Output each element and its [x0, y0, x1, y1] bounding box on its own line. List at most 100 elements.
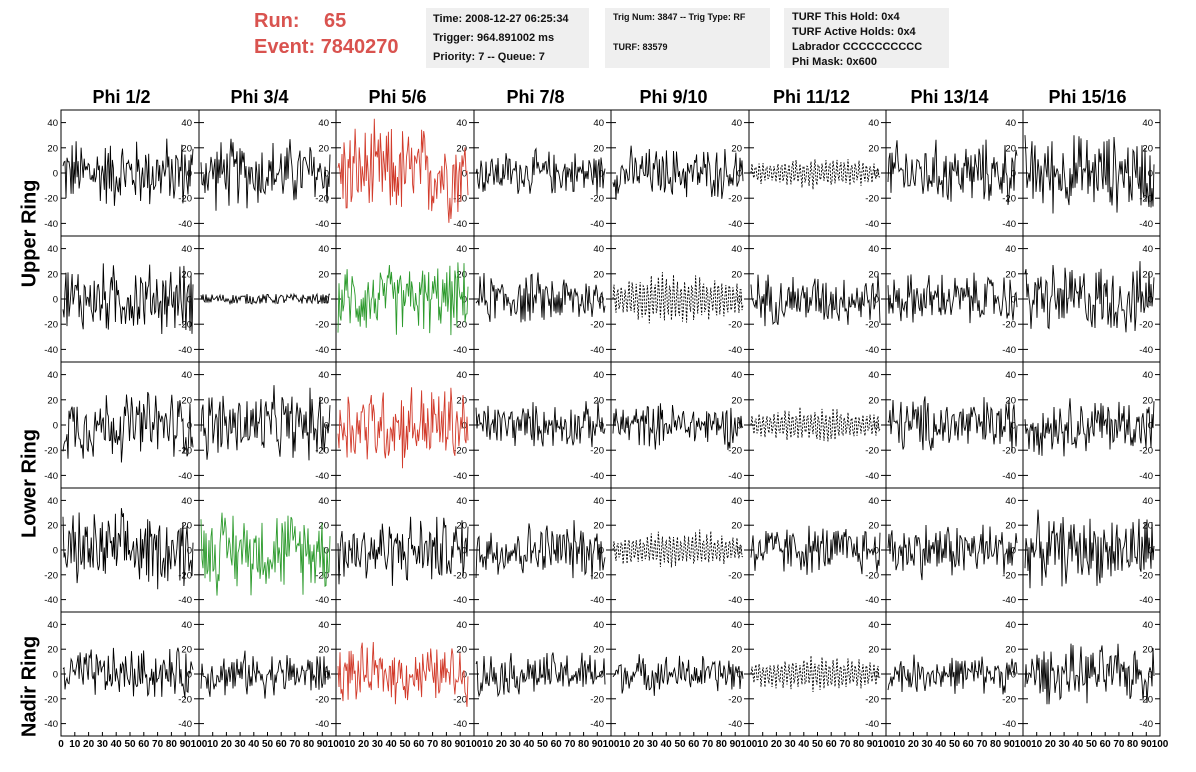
y-tick-label: 40	[593, 118, 604, 129]
waveform-trace	[612, 654, 744, 696]
waveform-trace	[1024, 509, 1155, 589]
waveform-trace	[887, 396, 1018, 453]
phi-mask-text: Phi Mask: 0x600	[792, 56, 877, 68]
y-tick-label: 40	[593, 620, 604, 631]
trigger-text: Trigger: 964.891002 ms	[433, 32, 555, 44]
x-tick-label: 30	[510, 739, 522, 750]
y-tick-label: -40	[178, 219, 192, 230]
x-tick-label: 20	[1045, 739, 1057, 750]
y-tick-label: 40	[318, 244, 329, 255]
y-tick-label: -20	[1002, 570, 1016, 581]
y-tick-label: -20	[1002, 320, 1016, 331]
y-tick-label: 40	[1005, 496, 1016, 507]
y-tick-label: 20	[1142, 645, 1153, 656]
phi-header-2: Phi 3/4	[230, 87, 289, 107]
y-tick-label: 20	[1005, 521, 1016, 532]
y-tick-label: 40	[181, 244, 192, 255]
y-tick-label: 20	[593, 395, 604, 406]
x-tick-label: 60	[826, 739, 838, 750]
y-tick-label: -20	[1002, 694, 1016, 705]
y-tick-label: -40	[590, 471, 604, 482]
y-tick-label: 20	[1005, 645, 1016, 656]
y-tick-label: 20	[1005, 269, 1016, 280]
y-tick-label: 20	[318, 521, 329, 532]
x-tick-label: 100	[1015, 739, 1032, 750]
waveform-trace	[62, 508, 194, 590]
panel-frame	[60, 487, 200, 613]
x-tick-label: 80	[990, 739, 1002, 750]
x-tick-label: 60	[963, 739, 975, 750]
x-tick-label: 70	[976, 739, 988, 750]
waveform-trace	[612, 403, 744, 450]
y-tick-label: -40	[728, 345, 742, 356]
panel-frame	[473, 109, 612, 237]
y-tick-label: -20	[44, 570, 58, 581]
y-tick-label: 0	[1148, 421, 1153, 432]
x-tick-label: 80	[166, 739, 178, 750]
waveform-trace	[750, 655, 881, 693]
y-tick-label: -20	[865, 446, 879, 457]
waveform-trace	[475, 272, 606, 323]
x-tick-label: 20	[633, 739, 645, 750]
y-tick-label: -40	[728, 719, 742, 730]
x-tick-label: 60	[276, 739, 288, 750]
y-tick-label: -20	[315, 320, 329, 331]
x-tick-label: 30	[372, 739, 384, 750]
y-tick-label: 0	[1011, 421, 1016, 432]
y-tick-label: 40	[318, 620, 329, 631]
labrador-text: Labrador CCCCCCCCCC	[792, 41, 923, 53]
turf-text: TURF: 83579	[613, 42, 668, 52]
y-tick-label: -20	[44, 694, 58, 705]
y-tick-label: -40	[865, 219, 879, 230]
x-tick-label: 70	[152, 739, 164, 750]
waveform-trace	[887, 272, 1018, 324]
y-tick-label: 40	[1005, 244, 1016, 255]
y-tick-label: 40	[731, 620, 742, 631]
waveform-trace	[200, 512, 331, 596]
y-tick-label: 40	[1005, 370, 1016, 381]
y-tick-label: 20	[731, 521, 742, 532]
y-tick-label: 40	[47, 118, 58, 129]
y-tick-label: 40	[593, 370, 604, 381]
x-tick-label: 30	[97, 739, 109, 750]
y-tick-label: 40	[1142, 244, 1153, 255]
waveform-trace	[1024, 398, 1155, 457]
x-tick-label: 40	[111, 739, 123, 750]
y-tick-label: 40	[47, 370, 58, 381]
y-tick-label: 0	[737, 421, 742, 432]
turf-hold-text: TURF This Hold: 0x4	[792, 11, 900, 23]
x-tick-label: 50	[1086, 739, 1098, 750]
y-tick-label: 20	[318, 143, 329, 154]
run-label: Run:	[254, 10, 300, 32]
y-tick-label: -40	[315, 345, 329, 356]
y-tick-label: 40	[181, 620, 192, 631]
y-tick-label: 0	[1148, 670, 1153, 681]
y-tick-label: -20	[44, 446, 58, 457]
y-tick-label: 0	[324, 169, 329, 180]
x-tick-label: 40	[798, 739, 810, 750]
y-tick-label: 20	[731, 645, 742, 656]
waveform-trace	[612, 272, 744, 324]
y-tick-label: -40	[590, 719, 604, 730]
x-tick-label: 90	[592, 739, 604, 750]
y-tick-label: 20	[181, 143, 192, 154]
waveform-trace	[62, 647, 194, 699]
y-tick-label: 20	[181, 395, 192, 406]
